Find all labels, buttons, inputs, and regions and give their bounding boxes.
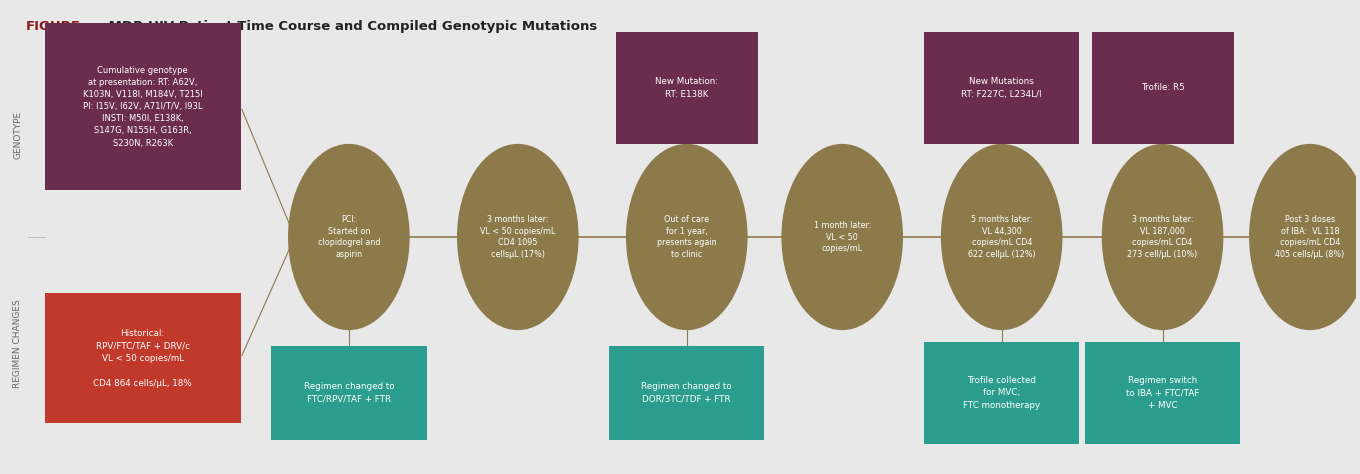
Text: MDR HIV Patient Time Course and Compiled Genotypic Mutations: MDR HIV Patient Time Course and Compiled…: [105, 20, 597, 34]
Ellipse shape: [782, 144, 903, 330]
FancyBboxPatch shape: [1092, 32, 1234, 144]
Text: Regimen changed to
FTC/RPV/TAF + FTR: Regimen changed to FTC/RPV/TAF + FTR: [303, 383, 394, 403]
Text: 3 months later:
VL 187,000
copies/mL CD4
273 cell/μL (10%): 3 months later: VL 187,000 copies/mL CD4…: [1127, 215, 1198, 259]
Text: Regimen switch
to IBA + FTC/TAF
+ MVC: Regimen switch to IBA + FTC/TAF + MVC: [1126, 376, 1200, 410]
Text: GENOTYPE: GENOTYPE: [14, 110, 22, 159]
Text: Historical:
RPV/FTC/TAF + DRV/c
VL < 50 copies/mL

CD4 864 cells/μL, 18%: Historical: RPV/FTC/TAF + DRV/c VL < 50 …: [94, 328, 192, 388]
FancyBboxPatch shape: [616, 32, 758, 144]
Ellipse shape: [941, 144, 1062, 330]
Ellipse shape: [1248, 144, 1360, 330]
Text: FIGURE.: FIGURE.: [26, 20, 86, 34]
Text: New Mutation:
RT: E138K: New Mutation: RT: E138K: [656, 77, 718, 99]
Text: Out of care
for 1 year,
presents again
to clinic: Out of care for 1 year, presents again t…: [657, 215, 717, 259]
FancyBboxPatch shape: [271, 346, 427, 439]
FancyBboxPatch shape: [923, 342, 1080, 444]
Ellipse shape: [626, 144, 748, 330]
Text: REGIMEN CHANGES: REGIMEN CHANGES: [14, 300, 22, 389]
Text: Cumulative genotype
at presentation: RT: A62V,
K103N, V118I, M184V, T215I
PI: I1: Cumulative genotype at presentation: RT:…: [83, 66, 203, 147]
FancyBboxPatch shape: [45, 23, 241, 191]
FancyBboxPatch shape: [923, 32, 1080, 144]
Ellipse shape: [1102, 144, 1224, 330]
Text: 5 months later:
VL 44,300
copies/mL CD4
622 cellμL (12%): 5 months later: VL 44,300 copies/mL CD4 …: [968, 215, 1035, 259]
FancyBboxPatch shape: [609, 346, 764, 439]
Text: Trofile: R5: Trofile: R5: [1141, 83, 1185, 92]
Text: Post 3 doses
of IBA:  VL 118
copies/mL CD4
405 cells/μL (8%): Post 3 doses of IBA: VL 118 copies/mL CD…: [1276, 215, 1345, 259]
Text: New Mutations
RT: F227C, L234L/I: New Mutations RT: F227C, L234L/I: [962, 77, 1042, 99]
FancyBboxPatch shape: [45, 293, 241, 423]
Text: Regimen changed to
DOR/3TC/TDF + FTR: Regimen changed to DOR/3TC/TDF + FTR: [642, 383, 732, 403]
Text: PCI:
Started on
clopidogrel and
aspirin: PCI: Started on clopidogrel and aspirin: [318, 215, 379, 259]
Ellipse shape: [457, 144, 578, 330]
Text: 3 months later:
VL < 50 copies/mL
CD4 1095
cellsμL (17%): 3 months later: VL < 50 copies/mL CD4 10…: [480, 215, 555, 259]
Text: Trofile collected
for MVC;
FTC monotherapy: Trofile collected for MVC; FTC monothera…: [963, 376, 1040, 410]
FancyBboxPatch shape: [1085, 342, 1240, 444]
Ellipse shape: [288, 144, 409, 330]
Text: 1 month later:
VL < 50
copies/mL: 1 month later: VL < 50 copies/mL: [813, 221, 870, 253]
